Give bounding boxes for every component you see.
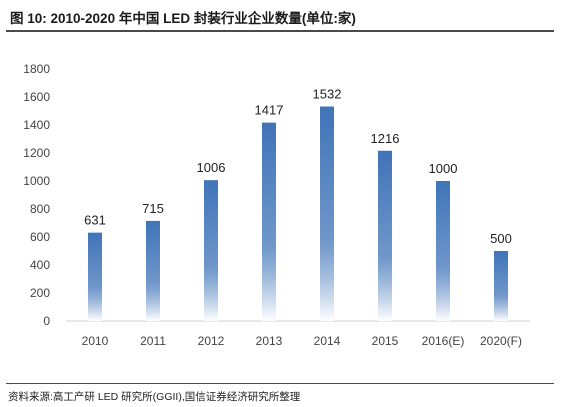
x-tick-label: 2016(E) — [422, 334, 465, 348]
data-label: 631 — [84, 213, 106, 228]
y-tick-label: 1800 — [23, 62, 50, 76]
chart-title: 图 10: 2010-2020 年中国 LED 封装行业企业数量(单位:家) — [10, 11, 356, 26]
data-label: 1417 — [255, 103, 284, 118]
source-divider — [6, 383, 554, 384]
y-tick-label: 1200 — [23, 146, 50, 160]
x-tick-label: 2020(F) — [480, 334, 522, 348]
y-tick-label: 0 — [43, 314, 50, 328]
bar — [262, 122, 276, 322]
title-bar: 图 10: 2010-2020 年中国 LED 封装行业企业数量(单位:家) — [6, 4, 554, 32]
bar — [146, 220, 160, 321]
y-tick-label: 400 — [30, 258, 50, 272]
bar — [494, 251, 508, 321]
data-label: 500 — [490, 231, 512, 246]
y-tick-label: 200 — [30, 286, 50, 300]
bar — [88, 232, 102, 321]
bar — [204, 180, 218, 321]
y-tick-label: 600 — [30, 230, 50, 244]
data-labels: 631 715 1006 1417 1532 1216 1000 500 — [84, 87, 512, 246]
data-label: 1006 — [197, 160, 226, 175]
x-tick-label: 2011 — [140, 334, 166, 348]
x-tick-label: 2013 — [256, 334, 283, 348]
x-tick-label: 2010 — [82, 334, 109, 348]
x-tick-label: 2012 — [198, 334, 225, 348]
y-tick-label: 1600 — [23, 90, 50, 104]
x-axis: 2010 2011 2012 2013 2014 2015 2016(E) 2020(F) — [66, 320, 530, 348]
y-axis: 0 200 400 600 800 1000 1200 1400 1600 1800 — [23, 62, 50, 328]
y-tick-label: 1400 — [23, 118, 50, 132]
y-tick-label: 1000 — [23, 174, 50, 188]
data-label: 715 — [142, 201, 164, 216]
x-tick-label: 2014 — [314, 334, 341, 348]
data-label: 1000 — [429, 161, 458, 176]
y-tick-label: 800 — [30, 202, 50, 216]
bar — [378, 150, 392, 321]
bar — [436, 181, 450, 321]
x-tick-label: 2015 — [372, 334, 399, 348]
data-label: 1532 — [313, 87, 342, 102]
data-label: 1216 — [371, 131, 400, 146]
source-note: 资料来源:高工产研 LED 研究所(GGII),国信证券经济研究所整理 — [8, 391, 301, 403]
bar — [320, 106, 334, 322]
bars — [88, 106, 508, 322]
